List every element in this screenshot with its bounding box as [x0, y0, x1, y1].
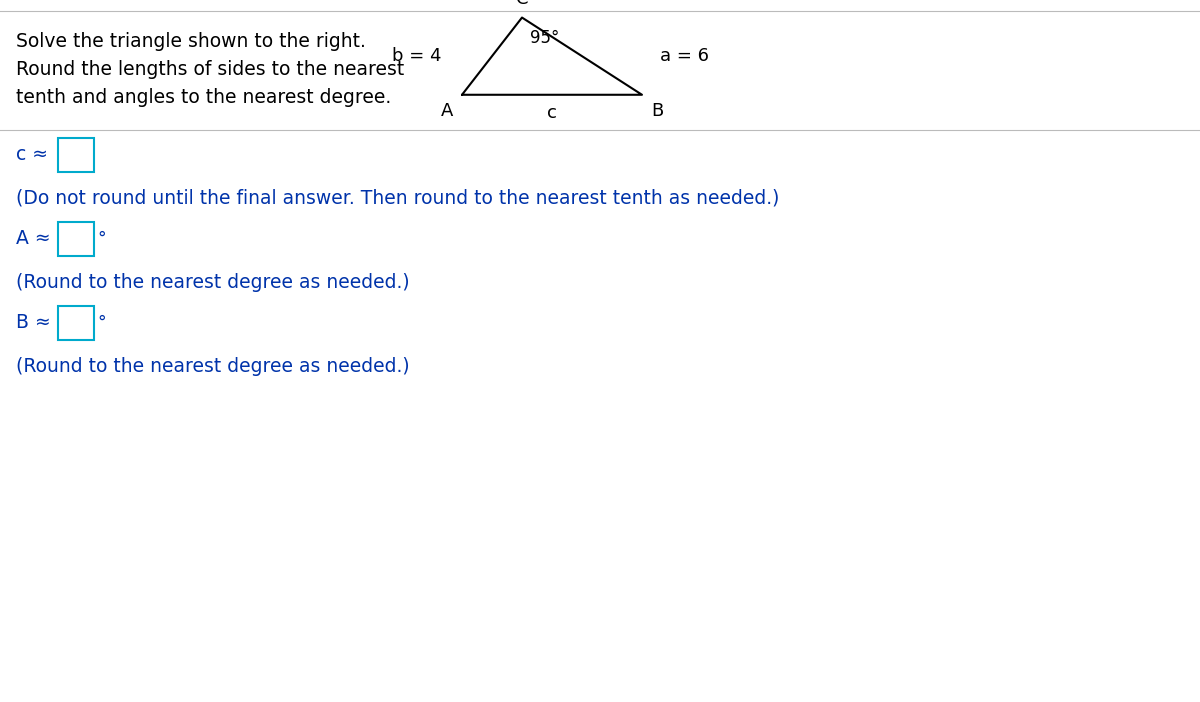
- Text: c ≈: c ≈: [16, 145, 48, 164]
- Text: 95°: 95°: [530, 29, 559, 48]
- Text: (Round to the nearest degree as needed.): (Round to the nearest degree as needed.): [16, 357, 409, 376]
- Text: Solve the triangle shown to the right.
Round the lengths of sides to the nearest: Solve the triangle shown to the right. R…: [16, 32, 404, 107]
- Text: b = 4: b = 4: [392, 47, 442, 65]
- Bar: [58, 222, 94, 256]
- Bar: [58, 306, 94, 340]
- Text: A ≈: A ≈: [16, 229, 50, 249]
- Text: C: C: [516, 0, 528, 8]
- Text: a = 6: a = 6: [660, 47, 709, 65]
- Text: A: A: [442, 102, 454, 120]
- Text: °: °: [97, 314, 106, 332]
- Bar: [58, 138, 94, 172]
- Text: B: B: [652, 102, 664, 120]
- Text: (Do not round until the final answer. Then round to the nearest tenth as needed.: (Do not round until the final answer. Th…: [16, 188, 779, 208]
- Text: B ≈: B ≈: [16, 313, 50, 333]
- Text: c: c: [547, 104, 557, 122]
- Text: (Round to the nearest degree as needed.): (Round to the nearest degree as needed.): [16, 272, 409, 292]
- Text: °: °: [97, 230, 106, 248]
